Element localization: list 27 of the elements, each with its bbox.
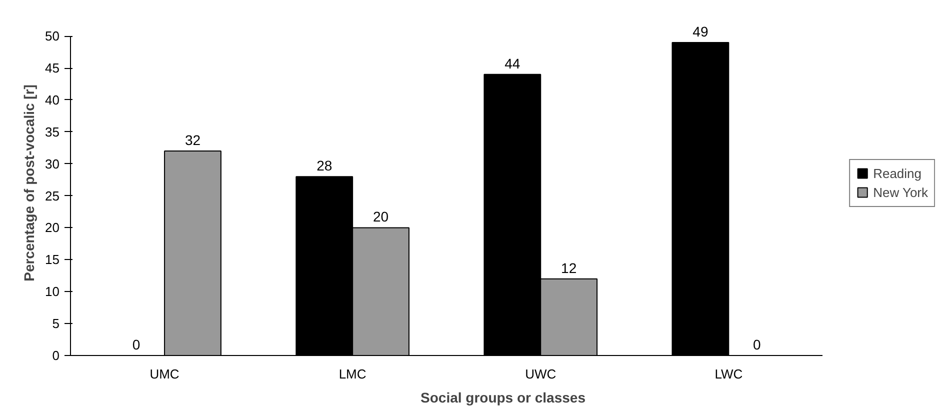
y-tick-label: 5 <box>52 316 60 332</box>
data-label: 0 <box>752 336 761 352</box>
y-tick-label: 15 <box>45 252 60 268</box>
data-label: 32 <box>184 132 201 148</box>
y-tick-label: 50 <box>45 28 60 44</box>
y-tick-label: 25 <box>45 188 60 204</box>
data-label: 20 <box>372 208 389 225</box>
legend-label: New York <box>873 184 928 200</box>
data-label: 44 <box>504 55 520 72</box>
y-tick-label: 20 <box>45 220 60 236</box>
legend-label: Reading <box>873 166 922 180</box>
y-tick-label: 10 <box>45 284 60 300</box>
y-tick-label: 35 <box>45 124 60 140</box>
x-axis-title: Social groups or classes <box>420 390 586 406</box>
y-tick-label: 30 <box>45 156 60 172</box>
y-tick-label: 45 <box>45 60 60 76</box>
data-label: 28 <box>316 158 332 174</box>
y-tick-label: 40 <box>45 92 60 108</box>
y-axis-title: Percentage of post-vocalic [r] <box>21 84 38 282</box>
x-tick-label: LMC <box>338 366 366 382</box>
data-label: 0 <box>132 336 140 352</box>
data-label: 49 <box>692 23 708 40</box>
data-label: 12 <box>561 260 577 276</box>
x-tick-label: UWC <box>525 366 556 382</box>
y-tick-label: 0 <box>52 348 60 363</box>
x-tick-label: UMC <box>150 366 180 382</box>
x-tick-label: LWC <box>714 366 743 382</box>
